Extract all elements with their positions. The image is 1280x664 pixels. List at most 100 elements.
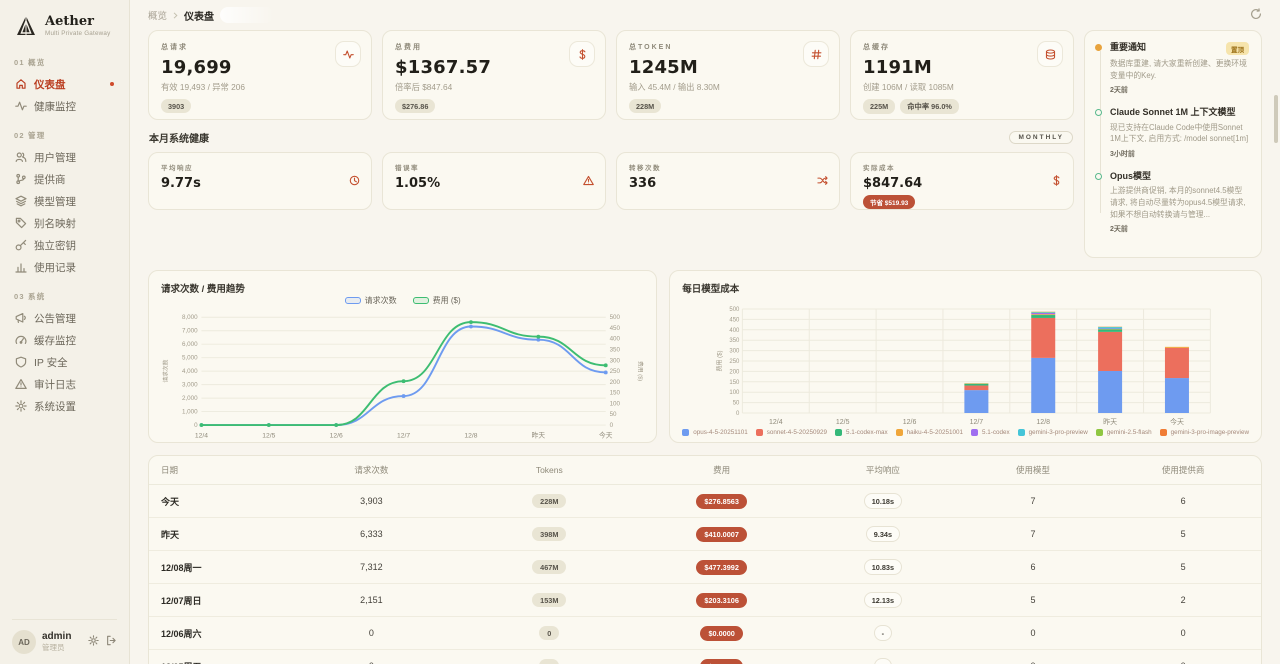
cell-requests: 2,151 — [282, 583, 461, 618]
sidebar-item-仪表盘[interactable]: 仪表盘 — [12, 73, 117, 95]
sidebar-item-别名映射[interactable]: 别名映射 — [12, 212, 117, 234]
shuffle-icon — [817, 176, 828, 185]
sidebar-item-系统设置[interactable]: 系统设置 — [12, 395, 117, 417]
table-header-请求次数: 请求次数 — [282, 456, 461, 486]
refresh-icon[interactable] — [1250, 7, 1262, 23]
sidebar-item-label: 提供商 — [34, 173, 66, 186]
health-card: 错误率 1.05% — [382, 152, 606, 210]
health-card: 转移次数 336 — [616, 152, 840, 210]
legend-swatch — [1159, 429, 1167, 437]
table-row[interactable]: 12/07周日 2,151 153M $203.3106 12.13s 5 2 — [149, 583, 1261, 618]
legend-label: 5.1-codex-max — [845, 429, 888, 437]
legend-swatch — [682, 429, 690, 437]
sidebar-item-label: 使用记录 — [34, 261, 76, 274]
legend-item[interactable]: 5.1-codex — [970, 429, 1010, 437]
table-row[interactable]: 12/08周一 7,312 467M $477.3992 10.83s 6 5 — [149, 550, 1261, 585]
notification-title: Opus模型 — [1110, 171, 1152, 181]
cell-models: 0 — [960, 649, 1106, 664]
legend-item[interactable]: haiku-4-5-20251001 — [895, 429, 963, 437]
legend-swatch — [412, 297, 429, 305]
table-header-日期: 日期 — [149, 456, 283, 486]
legend-item[interactable]: gemini-3-pro-image-preview — [1159, 429, 1249, 437]
sidebar: Aether Multi Private Gateway 01 概览 仪表盘 健康监… — [0, 0, 130, 664]
table-row[interactable]: 昨天 6,333 398M $410.0007 9.34s 7 5 — [149, 517, 1261, 552]
health-value: 336 — [629, 176, 657, 191]
sidebar-item-使用记录[interactable]: 使用记录 — [12, 256, 117, 278]
legend-swatch — [970, 429, 978, 437]
legend-item[interactable]: opus-4-5-20251101 — [682, 429, 748, 437]
svg-text:300: 300 — [730, 349, 741, 355]
svg-text:今天: 今天 — [599, 431, 613, 440]
sidebar-item-独立密钥[interactable]: 独立密钥 — [12, 234, 117, 256]
notification-body: 上游提供商促销, 本月的sonnet4.5模型请求, 将自动尽量转为opus4.… — [1110, 186, 1246, 219]
stat-badge: $276.86 — [395, 99, 436, 113]
stat-card: 总费用 $1367.57 倍率后 $847.64 $276.86 — [382, 30, 606, 120]
legend-item[interactable]: 5.1-codex-max — [834, 429, 888, 437]
legend-item[interactable]: gemini-2.5-flash — [1095, 429, 1152, 437]
stat-badge: 命中率 96.0% — [900, 99, 959, 114]
breadcrumb-highlight — [220, 7, 275, 23]
cell-requests: 3,903 — [282, 484, 461, 519]
stat-label: 总缓存 — [863, 44, 890, 51]
daily-usage-table: 日期 请求次数 Tokens 费用 平均响应 使用模型 使用提供商 今天 3,903 228M $… — [149, 456, 1261, 664]
sidebar-item-IP 安全[interactable]: IP 安全 — [12, 351, 117, 373]
notification-body: 数据库重建, 请大家重新创建、更换环境变量中的Key. — [1110, 59, 1247, 80]
table-header-使用提供商: 使用提供商 — [1105, 456, 1261, 486]
notification-item[interactable]: Claude Sonnet 1M 上下文模型 现已支持在Claude Code中使… — [1095, 107, 1249, 159]
content: 总请求 19,699 有效 19,493 / 异常 206 3903 总费用 $1367.… — [130, 30, 1280, 664]
legend-item[interactable]: gemini-3-pro-preview — [1017, 429, 1088, 437]
gear-icon — [15, 400, 27, 412]
dollar-icon — [578, 48, 585, 60]
cell-tokens-badge: 0 — [539, 659, 560, 664]
svg-text:12/5: 12/5 — [836, 419, 850, 426]
legend-item[interactable]: sonnet-4-5-20250929 — [755, 429, 827, 437]
sidebar-item-模型管理[interactable]: 模型管理 — [12, 190, 117, 212]
sidebar-item-健康监控[interactable]: 健康监控 — [12, 95, 117, 117]
nav-section-label: 03 系统 — [14, 292, 46, 301]
cell-tokens-badge: 0 — [539, 626, 560, 641]
legend-item[interactable]: 请求次数 — [344, 295, 397, 306]
health-section-title: 本月系统健康 — [149, 134, 209, 145]
legend-item[interactable]: 费用 ($) — [412, 295, 461, 306]
svg-text:8,000: 8,000 — [182, 314, 198, 321]
sidebar-item-用户管理[interactable]: 用户管理 — [12, 146, 117, 168]
cell-response-badge: 9.34s — [865, 526, 901, 543]
notification-dot — [1095, 173, 1102, 180]
sidebar-item-审计日志[interactable]: 审计日志 — [12, 373, 117, 395]
settings-gear-icon[interactable] — [88, 635, 99, 649]
bar-chart-title: 每日模型成本 — [682, 284, 740, 296]
line-chart-legend: 请求次数 费用 ($) — [149, 295, 656, 306]
cell-providers: 5 — [1105, 517, 1261, 552]
table-header-Tokens: Tokens — [460, 456, 639, 486]
notification-time: 2天前 — [1110, 87, 1128, 95]
table-row[interactable]: 今天 3,903 228M $276.8563 10.18s 7 6 — [149, 484, 1261, 519]
alert-triangle-icon — [583, 175, 594, 186]
legend-label: sonnet-4-5-20250929 — [766, 429, 827, 437]
daily-usage-table-card: 日期 请求次数 Tokens 费用 平均响应 使用模型 使用提供商 今天 3,903 228M $… — [148, 455, 1262, 664]
sidebar-item-公告管理[interactable]: 公告管理 — [12, 307, 117, 329]
svg-text:450: 450 — [610, 325, 621, 332]
sidebar-item-缓存监控[interactable]: 缓存监控 — [12, 329, 117, 351]
logout-icon[interactable] — [106, 635, 117, 649]
cell-providers: 0 — [1105, 616, 1261, 651]
svg-text:3,000: 3,000 — [182, 382, 198, 389]
notification-item[interactable]: Opus模型上游提供商促销, 本月的sonnet4.5模型请求, 将自动尽量转为… — [1095, 171, 1249, 234]
table-row[interactable]: 12/06周六 0 0 $0.0000-0 0 — [149, 616, 1261, 651]
activity-icon — [342, 49, 354, 59]
refresh-icon — [1251, 7, 1262, 19]
notification-time: 3小时前 — [1110, 151, 1135, 158]
cell-cost-badge: $477.3992 — [696, 559, 747, 575]
stat-badge: 225M — [863, 99, 896, 114]
key-icon — [15, 239, 27, 251]
table-row[interactable]: 12/05周五00$0.0000-00 — [149, 649, 1261, 664]
breadcrumb-root[interactable]: 概览 — [148, 11, 168, 22]
sidebar-item-label: IP 安全 — [34, 356, 68, 369]
cell-date: 12/07周日 — [161, 595, 202, 606]
stat-icon-chip — [803, 41, 829, 67]
sidebar-item-提供商[interactable]: 提供商 — [12, 168, 117, 190]
notification-item[interactable]: 重要通知 置顶 数据库重建, 请大家重新创建、更换环境变量中的Key. 2天前 — [1095, 42, 1249, 95]
stat-label: 总TOKEN — [629, 44, 673, 51]
alert-triangle-icon — [15, 379, 27, 389]
scrollbar-thumb[interactable] — [1274, 95, 1278, 143]
legend-label: gemini-3-pro-preview — [1028, 429, 1088, 437]
